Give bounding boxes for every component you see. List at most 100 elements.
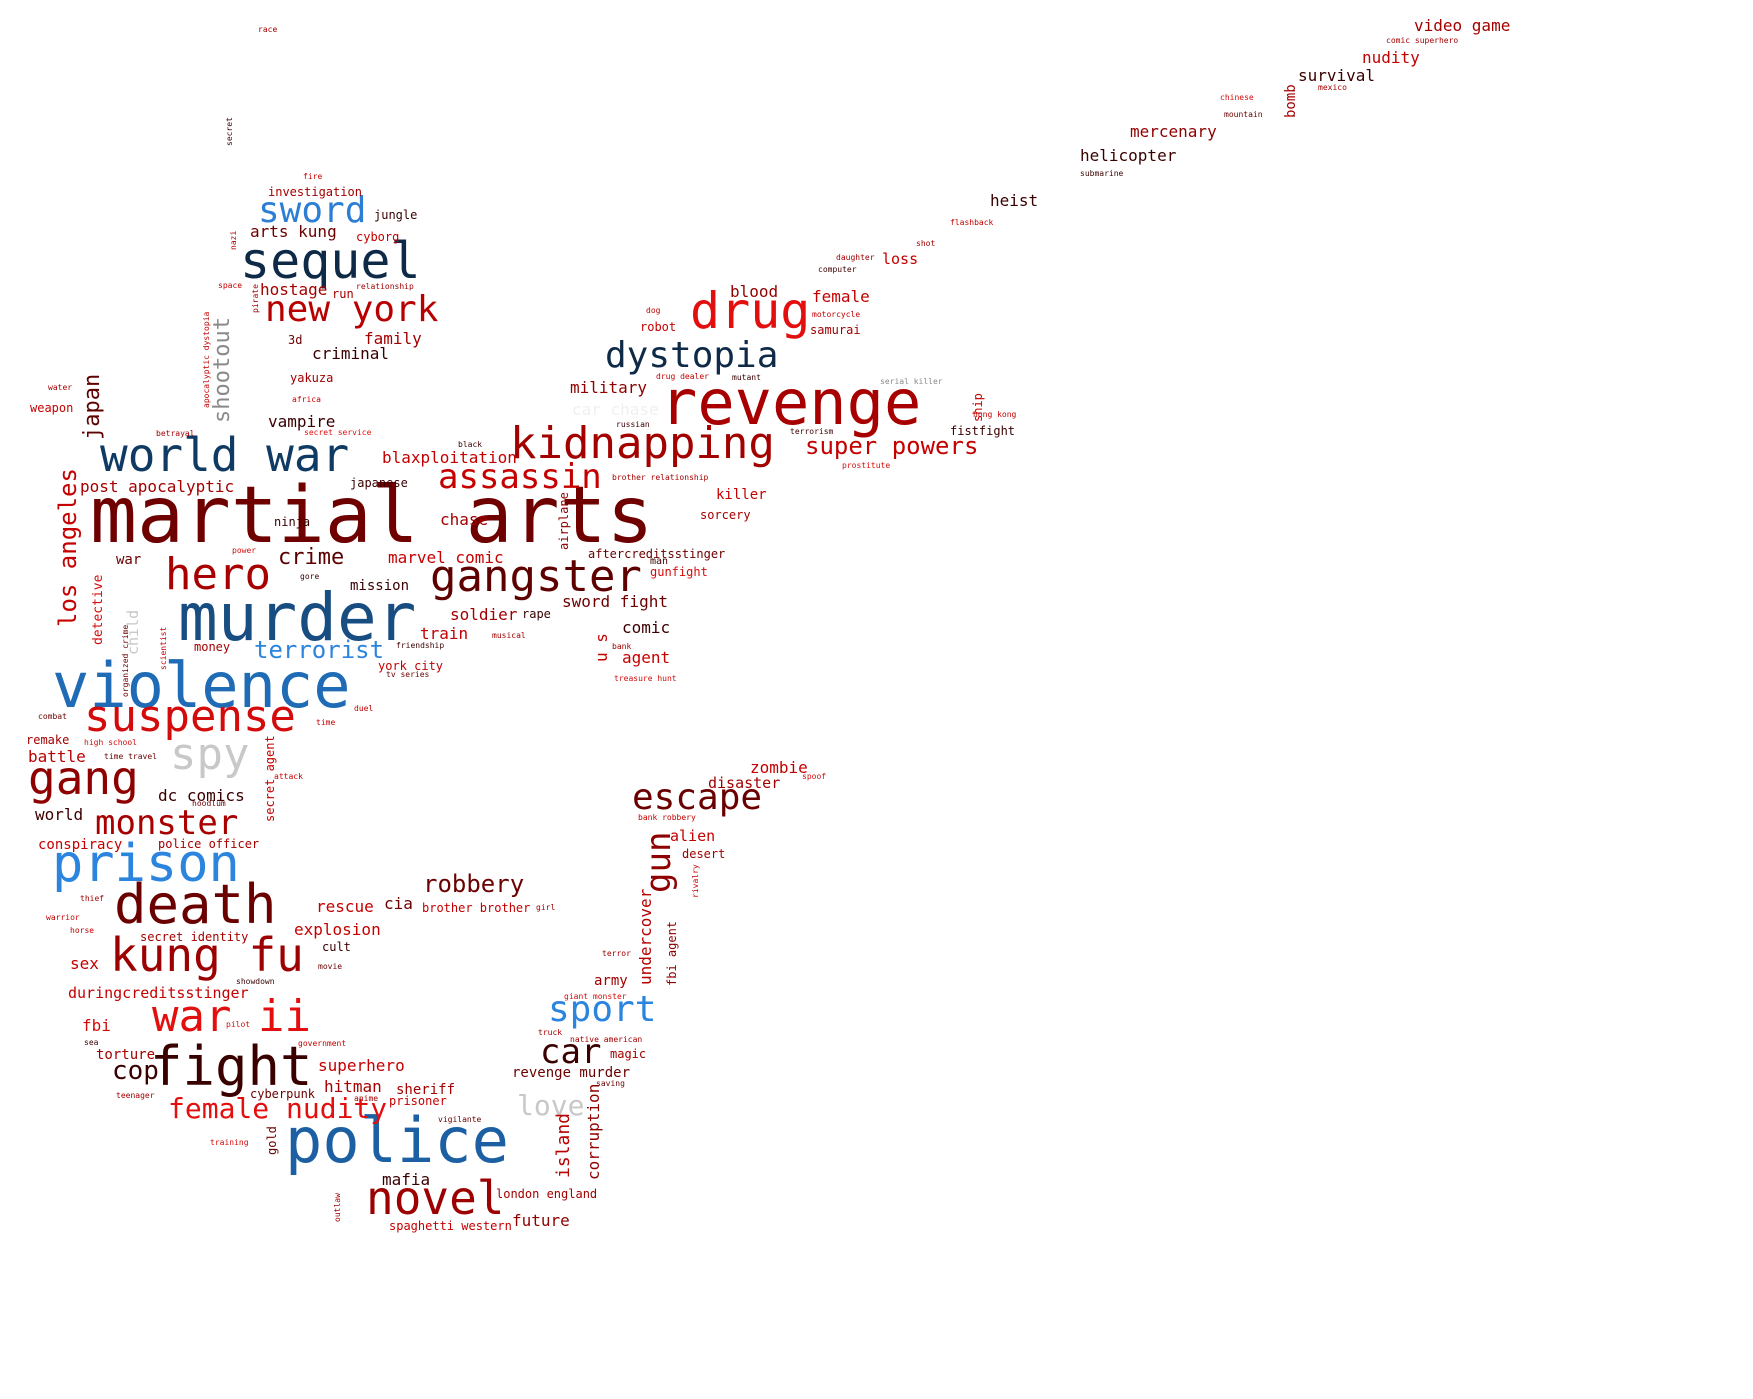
cloud-word: car chase: [572, 400, 659, 419]
cloud-word: africa: [292, 395, 321, 404]
cloud-word: marvel comic: [388, 548, 504, 567]
cloud-word: black: [458, 440, 483, 449]
cloud-word: monster: [95, 803, 239, 843]
cloud-word: agent: [622, 648, 671, 667]
cloud-word: run: [332, 287, 354, 301]
cloud-word: terrorism: [790, 427, 834, 436]
cloud-word: serial killer: [880, 377, 943, 386]
cloud-word: hostage: [260, 280, 328, 299]
cloud-word: daughter: [836, 253, 875, 262]
cloud-word: shootout: [210, 317, 235, 423]
cloud-word: horse: [70, 926, 95, 935]
cloud-word: combat: [38, 712, 67, 721]
cloud-word: japan: [80, 373, 105, 440]
cloud-word: airplane: [557, 492, 571, 550]
cloud-word: hong kong: [973, 410, 1017, 419]
cloud-word: sword fight: [562, 592, 668, 611]
cloud-word: mafia: [382, 1170, 431, 1189]
cloud-word: brother relationship: [612, 473, 709, 482]
cloud-word: crime: [278, 545, 345, 570]
cloud-word: duringcreditsstinger: [68, 984, 249, 1002]
cloud-word: death: [114, 873, 277, 936]
cloud-word: sex: [70, 954, 99, 973]
cloud-word: sheriff: [396, 1082, 456, 1098]
cloud-word: post apocalyptic: [80, 477, 235, 496]
cloud-word: soldier: [450, 605, 518, 624]
cloud-word: aftercreditsstinger: [588, 547, 726, 561]
cloud-word: showdown: [236, 977, 275, 986]
cloud-word: friendship: [396, 641, 445, 650]
cloud-word: high school: [84, 738, 137, 747]
cloud-word: battle: [28, 747, 86, 766]
cloud-word: musical: [492, 631, 526, 640]
cloud-word: space: [218, 281, 243, 290]
cloud-word: terrorist: [254, 636, 385, 664]
cloud-word: war ii: [152, 991, 311, 1042]
cloud-word: shot: [916, 239, 936, 248]
cloud-word: fistfight: [950, 424, 1016, 438]
cloud-word: cia: [384, 894, 413, 913]
cloud-word: thief: [80, 894, 105, 903]
cloud-word: government: [298, 1039, 347, 1048]
cloud-word: power: [232, 546, 257, 555]
cloud-word: drug dealer: [656, 372, 709, 381]
cloud-word: giant monster: [564, 992, 627, 1001]
cloud-word: outlaw: [333, 1193, 342, 1222]
cloud-word: yakuza: [290, 371, 334, 385]
cloud-word: mexico: [1318, 83, 1347, 92]
cloud-word: apocalyptic dystopia: [202, 311, 211, 408]
cloud-word: escape: [632, 777, 763, 818]
cloud-word: torture: [96, 1047, 156, 1063]
cloud-word: nudity: [1362, 48, 1420, 67]
cloud-word: undercover: [636, 888, 655, 985]
cloud-word: york city: [378, 659, 444, 673]
cloud-word: heist: [990, 191, 1039, 210]
cloud-word: time: [316, 718, 336, 727]
cloud-word: army: [594, 973, 628, 989]
cloud-word: gunfight: [650, 565, 708, 579]
cloud-word: explosion: [294, 920, 381, 939]
cloud-word: suspense: [84, 691, 296, 742]
cloud-word: cyberpunk: [250, 1087, 316, 1101]
cloud-word: betrayal: [156, 429, 195, 438]
cloud-word: anime: [354, 1094, 379, 1103]
cloud-word: martial arts: [90, 471, 654, 561]
cloud-word: los angeles: [54, 468, 82, 627]
cloud-word: blaxploitation: [382, 448, 517, 467]
cloud-word: fbi agent: [665, 920, 679, 986]
cloud-word: pilot: [226, 1020, 251, 1029]
cloud-word: conspiracy: [38, 837, 123, 853]
cloud-word: zombie: [750, 758, 808, 777]
cloud-word: corruption: [584, 1083, 603, 1180]
cloud-word: submarine: [1080, 169, 1124, 178]
cloud-word: robbery: [423, 870, 525, 898]
cloud-word: comic: [622, 618, 671, 637]
cloud-word: tv series: [386, 670, 430, 679]
cloud-word: detective: [91, 574, 106, 645]
cloud-word: samurai: [810, 323, 861, 337]
cloud-word: bank robbery: [638, 813, 696, 822]
cloud-word: london england: [496, 1187, 598, 1201]
cloud-word: new york: [265, 289, 439, 330]
cloud-word: sorcery: [700, 508, 751, 522]
cloud-word: train: [420, 624, 469, 643]
cloud-word: war: [116, 552, 142, 568]
cloud-word: computer: [818, 265, 857, 274]
cloud-word: magic: [610, 1047, 647, 1061]
cloud-word: sword: [258, 190, 367, 231]
cloud-word: gore: [300, 572, 320, 581]
cloud-word: attack: [274, 772, 303, 781]
cloud-word: mission: [350, 578, 410, 594]
cloud-word: alien: [670, 827, 716, 845]
cloud-word: spoof: [802, 772, 827, 781]
cloud-word: blood: [730, 282, 779, 301]
cloud-word: motorcycle: [812, 310, 861, 319]
cloud-word: kidnapping: [510, 418, 775, 469]
cloud-word: spaghetti western: [389, 1219, 512, 1233]
cloud-word: sequel: [240, 232, 421, 290]
cloud-word: truck: [538, 1028, 563, 1037]
cloud-word: japanese: [350, 476, 408, 490]
cloud-word: video game: [1414, 16, 1511, 35]
cloud-word: remake: [26, 733, 70, 747]
